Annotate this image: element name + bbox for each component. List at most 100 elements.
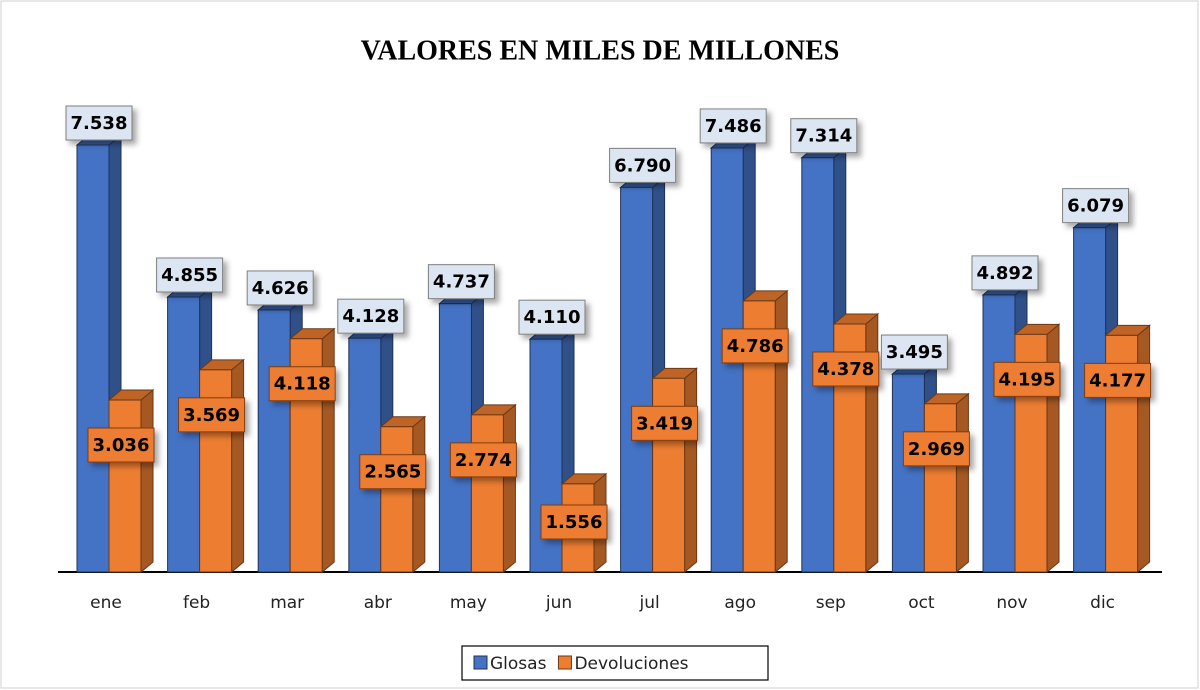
data-label: 4.626 bbox=[246, 270, 314, 306]
bar-side bbox=[231, 358, 245, 574]
data-label-text: 7.538 bbox=[71, 113, 128, 134]
data-label: 3.495 bbox=[880, 334, 948, 370]
data-label-text: 3.036 bbox=[93, 435, 150, 456]
bar bbox=[982, 294, 1016, 573]
data-label: 3.036 bbox=[87, 427, 155, 463]
data-label: 4.855 bbox=[156, 257, 224, 293]
data-label-text: 7.314 bbox=[795, 126, 852, 147]
data-label: 6.079 bbox=[1062, 188, 1130, 224]
x-tick-label: mar bbox=[270, 593, 304, 613]
bar bbox=[438, 303, 472, 573]
data-label-text: 3.495 bbox=[886, 342, 943, 363]
data-label: 4.110 bbox=[518, 299, 586, 335]
data-label-box bbox=[246, 270, 314, 306]
bar bbox=[108, 399, 142, 573]
legend-box bbox=[461, 645, 769, 681]
data-label-text: 4.195 bbox=[999, 369, 1056, 390]
x-tick-label: oct bbox=[908, 593, 935, 613]
data-label-box bbox=[902, 431, 970, 467]
data-label: 7.314 bbox=[790, 118, 858, 154]
data-label-box bbox=[449, 442, 517, 478]
data-label: 7.486 bbox=[699, 108, 767, 144]
data-label: 4.378 bbox=[812, 351, 880, 387]
data-label-box bbox=[1062, 188, 1130, 224]
data-label-text: 3.569 bbox=[183, 405, 240, 426]
data-label-box bbox=[721, 328, 789, 364]
data-label: 4.118 bbox=[268, 366, 336, 402]
data-label-box bbox=[427, 264, 495, 300]
data-label: 2.565 bbox=[359, 454, 427, 490]
data-label-text: 2.774 bbox=[455, 450, 512, 471]
x-tick-label: ene bbox=[90, 593, 122, 613]
data-label-box bbox=[337, 298, 405, 334]
data-label-text: 3.419 bbox=[636, 413, 693, 434]
data-label-text: 4.855 bbox=[161, 265, 218, 286]
data-label: 7.538 bbox=[65, 105, 133, 141]
data-label-text: 4.128 bbox=[342, 306, 399, 327]
data-label-box bbox=[1084, 362, 1152, 398]
bar-side bbox=[684, 367, 698, 574]
bar-side bbox=[955, 392, 969, 574]
data-label-text: 6.079 bbox=[1067, 196, 1124, 217]
x-tick-label: jul bbox=[638, 593, 659, 613]
data-label: 4.195 bbox=[993, 361, 1061, 397]
data-label-box bbox=[993, 361, 1061, 397]
bar-side bbox=[1046, 323, 1060, 574]
bar bbox=[891, 373, 925, 573]
data-label: 2.969 bbox=[902, 431, 970, 467]
x-tick-label: dic bbox=[1090, 593, 1115, 613]
legend-label: Glosas bbox=[490, 654, 547, 674]
bar-side bbox=[502, 403, 516, 574]
data-label-text: 6.790 bbox=[614, 155, 671, 176]
data-label-text: 4.378 bbox=[817, 359, 874, 380]
data-label-text: 4.626 bbox=[252, 278, 309, 299]
bar bbox=[380, 426, 414, 573]
bar-side bbox=[412, 415, 426, 574]
data-label: 4.786 bbox=[721, 328, 789, 364]
x-tick-label: nov bbox=[996, 593, 1027, 613]
data-label: 2.774 bbox=[449, 442, 517, 478]
data-label-box bbox=[268, 366, 336, 402]
x-tick-label: ago bbox=[724, 593, 756, 613]
x-tick-label: feb bbox=[183, 593, 210, 613]
x-tick-label: jun bbox=[545, 593, 572, 613]
legend-swatch bbox=[557, 655, 572, 670]
data-label-box bbox=[880, 334, 948, 370]
data-label-text: 7.486 bbox=[705, 116, 762, 137]
data-label-text: 2.565 bbox=[364, 462, 421, 483]
data-label: 6.790 bbox=[609, 147, 677, 183]
data-label-text: 4.737 bbox=[433, 272, 490, 293]
data-label-box bbox=[699, 108, 767, 144]
bar bbox=[620, 186, 654, 573]
bar-side bbox=[1137, 324, 1151, 574]
data-label: 4.177 bbox=[1084, 362, 1152, 398]
chart-title: VALORES EN MILES DE MILLONES bbox=[361, 35, 840, 66]
data-label-text: 4.786 bbox=[727, 336, 784, 357]
bar bbox=[257, 309, 291, 573]
data-label-text: 2.969 bbox=[908, 439, 965, 460]
bar bbox=[76, 144, 110, 573]
x-tick-label: may bbox=[450, 593, 487, 613]
data-label: 4.892 bbox=[971, 255, 1039, 291]
data-label-box bbox=[518, 299, 586, 335]
x-tick-label: sep bbox=[816, 593, 846, 613]
data-label-text: 4.110 bbox=[524, 307, 581, 328]
data-label-box bbox=[156, 257, 224, 293]
legend-label: Devoluciones bbox=[574, 654, 688, 674]
bar bbox=[923, 403, 957, 573]
data-label-box bbox=[540, 504, 608, 540]
data-label-text: 4.177 bbox=[1089, 370, 1146, 391]
data-label-box bbox=[812, 351, 880, 387]
data-label-box bbox=[65, 105, 133, 141]
bar-side bbox=[321, 327, 335, 574]
bar bbox=[167, 296, 201, 573]
bar-side bbox=[140, 388, 154, 574]
data-label-box bbox=[790, 118, 858, 154]
legend-swatch bbox=[473, 655, 488, 670]
data-label-box bbox=[609, 147, 677, 183]
data-label: 3.569 bbox=[178, 397, 246, 433]
data-label-box bbox=[87, 427, 155, 463]
data-label: 4.737 bbox=[427, 264, 495, 300]
data-label-box bbox=[359, 454, 427, 490]
